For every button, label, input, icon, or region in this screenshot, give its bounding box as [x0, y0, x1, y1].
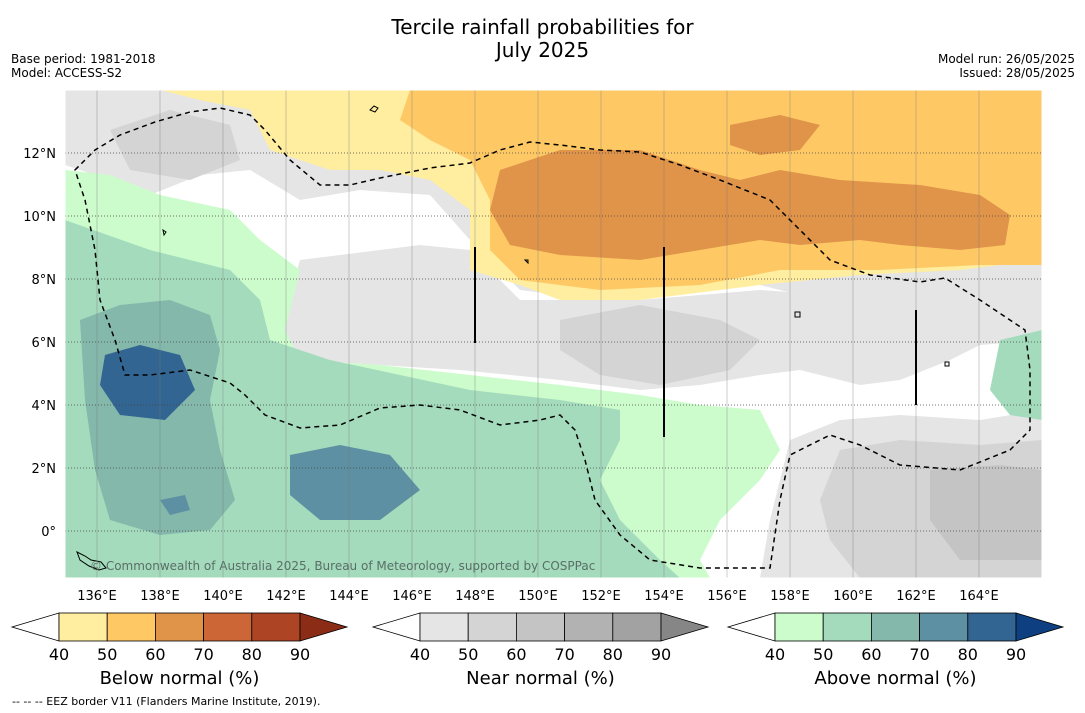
- x-tick-label: 160°E: [833, 589, 873, 604]
- y-tick-label: 8°N: [32, 273, 57, 288]
- x-tick-label: 162°E: [896, 589, 936, 604]
- colorbar-tick-label: 90: [651, 645, 671, 664]
- probability-field: [65, 90, 1042, 578]
- near-normal-darker-1: [560, 305, 760, 385]
- colorbar-segment: [774, 612, 824, 642]
- y-tick-label: 10°N: [23, 210, 56, 225]
- y-tick-label: 4°N: [32, 399, 57, 414]
- x-tick-label: 154°E: [644, 589, 684, 604]
- base-period-label: Base period: 1981-2018: [11, 52, 156, 66]
- copyright-text: © Commonwealth of Australia 2025, Bureau…: [90, 559, 595, 573]
- above-normal-70-b: [160, 495, 190, 515]
- colorbar-extend-high: [1015, 612, 1065, 642]
- above-normal-80: [100, 345, 195, 420]
- map-frame: [64, 89, 1043, 579]
- colorbar-extend-low: [10, 612, 60, 642]
- colorbar-segment: [419, 612, 469, 642]
- colorbar-tick-label: 50: [813, 645, 833, 664]
- colorbar-2: 40 50 60 70 80 90 Near normal (%): [371, 612, 710, 689]
- y-tick-label: 0°: [41, 525, 56, 540]
- colorbar-segment: [154, 612, 204, 642]
- colorbar-3: 40 50 60 70 80 90 Above normal (%): [726, 612, 1065, 689]
- x-tick-label: 140°E: [203, 589, 243, 604]
- x-tick-label: 136°E: [77, 589, 117, 604]
- model-label: Model: ACCESS-S2: [11, 66, 123, 80]
- colorbar-tick-label: 40: [49, 645, 69, 664]
- colorbar-segment: [564, 612, 614, 642]
- y-tick-label: 2°N: [32, 462, 57, 477]
- colorbar-segment: [967, 612, 1017, 642]
- map-title-line2: July 2025: [495, 38, 590, 62]
- y-tick-labels: 12°N 10°N 8°N 6°N 4°N 2°N 0°: [23, 147, 56, 540]
- vertical-marker-lines: [474, 247, 917, 437]
- colorbar-tick-label: 90: [290, 645, 310, 664]
- model-run-label: Model run: 26/05/2025: [937, 52, 1075, 66]
- colorbar-tick-label: 50: [458, 645, 478, 664]
- colorbar-extend-high: [299, 612, 349, 642]
- x-tick-label: 142°E: [266, 589, 306, 604]
- below-normal-70: [490, 150, 1010, 260]
- x-tick-label: 150°E: [518, 589, 558, 604]
- near-normal-darker-3: [930, 465, 1042, 560]
- colorbar-extend-high: [660, 612, 710, 642]
- x-tick-label: 146°E: [392, 589, 432, 604]
- above-normal-60-east: [990, 330, 1042, 420]
- colorbar-tick-label: 40: [765, 645, 785, 664]
- eez-borders: [74, 107, 1031, 569]
- colorbar-segment: [251, 612, 301, 642]
- colorbar-tick-label: 80: [958, 645, 978, 664]
- colorbar-label: Above normal (%): [814, 668, 976, 689]
- colorbar-segment: [467, 612, 517, 642]
- colorbar-segment: [612, 612, 662, 642]
- x-tick-label: 152°E: [581, 589, 621, 604]
- map-title-line1: Tercile rainfall probabilities for: [391, 15, 694, 39]
- above-normal-70-south: [290, 445, 420, 520]
- colorbar-segment: [871, 612, 921, 642]
- x-tick-label: 138°E: [140, 589, 180, 604]
- x-tick-labels: 136°E 138°E 140°E 142°E 144°E 146°E 148°…: [77, 589, 999, 604]
- latitude-gridlines: [65, 152, 1042, 532]
- colorbar-tick-label: 50: [97, 645, 117, 664]
- colorbar-segment: [203, 612, 253, 642]
- colorbar-tick-label: 60: [145, 645, 165, 664]
- colorbar-label: Below normal (%): [100, 668, 260, 689]
- colorbar-tick-label: 60: [861, 645, 881, 664]
- colorbar-tick-label: 40: [410, 645, 430, 664]
- y-tick-label: 12°N: [23, 147, 56, 162]
- colorbars: 40 50 60 70 80 90 Below normal (%) 40 50 60 70 80 90…: [10, 612, 1065, 689]
- colorbar-tick-label: 90: [1006, 645, 1026, 664]
- colorbar-segment: [516, 612, 566, 642]
- colorbar-segment: [106, 612, 156, 642]
- x-tick-label: 156°E: [707, 589, 747, 604]
- island-outlines: [76, 105, 950, 571]
- colorbar-tick-label: 80: [603, 645, 623, 664]
- x-tick-label: 158°E: [770, 589, 810, 604]
- below-normal-70-north: [730, 115, 820, 155]
- near-normal-grey-north-west: [110, 110, 240, 180]
- colorbar-segment: [822, 612, 872, 642]
- x-tick-label: 144°E: [329, 589, 369, 604]
- x-tick-label: 148°E: [455, 589, 495, 604]
- colorbar-label: Near normal (%): [466, 668, 615, 689]
- colorbar-extend-low: [371, 612, 421, 642]
- colorbar-segment: [919, 612, 969, 642]
- colorbar-1: 40 50 60 70 80 90 Below normal (%): [10, 612, 349, 689]
- colorbar-extend-low: [726, 612, 776, 642]
- y-tick-label: 6°N: [32, 336, 57, 351]
- colorbar-segment: [58, 612, 108, 642]
- colorbar-tick-label: 70: [909, 645, 929, 664]
- colorbar-tick-label: 70: [193, 645, 213, 664]
- colorbar-tick-label: 70: [554, 645, 574, 664]
- x-tick-label: 164°E: [959, 589, 999, 604]
- colorbar-tick-label: 60: [506, 645, 526, 664]
- colorbar-tick-label: 80: [242, 645, 262, 664]
- issued-label: Issued: 28/05/2025: [959, 66, 1075, 80]
- eez-footnote: -- -- -- EEZ border V11 (Flanders Marine…: [12, 695, 321, 708]
